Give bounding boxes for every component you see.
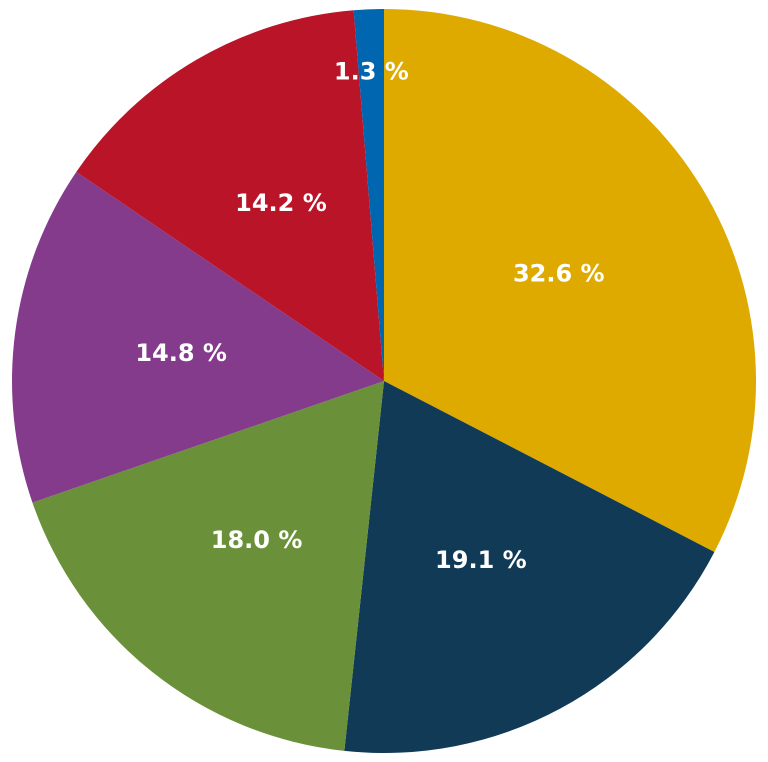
pie-slice [11, 171, 385, 503]
pie-slice [76, 10, 385, 382]
pie-slice [353, 9, 384, 381]
value-label: 18.0 % [211, 526, 303, 554]
pie-slice [384, 9, 756, 552]
value-label: 1.3 % [334, 57, 409, 85]
pie-slice [344, 381, 715, 753]
value-label: 32.6 % [513, 260, 605, 288]
value-label: 14.2 % [235, 189, 327, 217]
value-label: 19.1 % [435, 546, 527, 574]
pie-slice [32, 381, 385, 751]
value-label: 14.8 % [135, 339, 227, 367]
